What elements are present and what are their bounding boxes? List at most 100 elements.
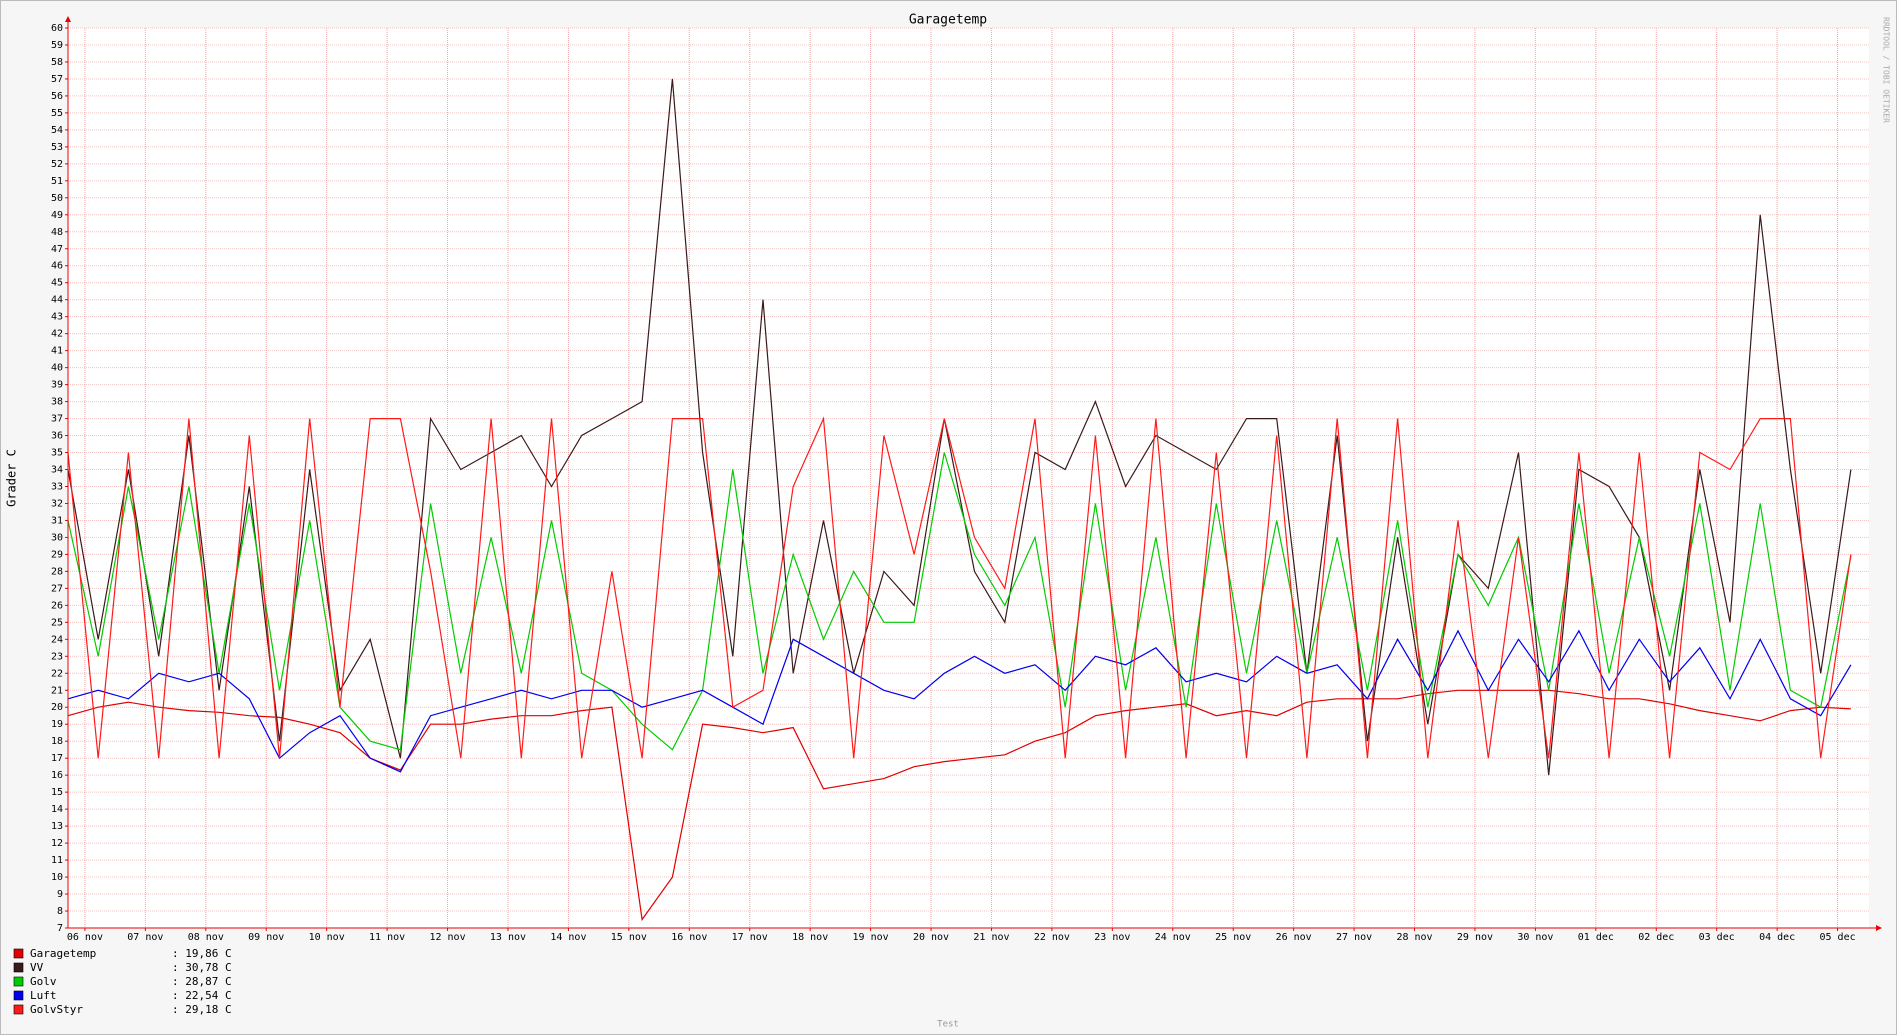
x-tick-label: 13 nov — [490, 932, 526, 943]
y-tick-label: 13 — [51, 821, 63, 832]
y-tick-label: 53 — [51, 142, 63, 153]
x-tick-label: 17 nov — [732, 932, 768, 943]
chart-title: Garagetemp — [909, 13, 987, 28]
y-tick-label: 10 — [51, 872, 63, 883]
x-tick-label: 12 nov — [429, 932, 465, 943]
legend-swatch — [13, 1004, 24, 1015]
x-tick-label: 15 nov — [611, 932, 647, 943]
y-tick-label: 8 — [57, 906, 63, 917]
x-tick-label: 23 nov — [1094, 932, 1130, 943]
y-tick-label: 42 — [51, 329, 63, 340]
legend-value: : 29,18 C — [172, 1003, 232, 1016]
y-tick-label: 57 — [51, 74, 63, 85]
legend-label: Luft — [30, 989, 57, 1002]
y-tick-label: 28 — [51, 566, 63, 577]
lines — [67, 78, 1852, 922]
y-tick-label: 16 — [51, 770, 63, 781]
y-tick-label: 26 — [51, 600, 63, 611]
y-tick-label: 39 — [51, 380, 63, 391]
x-tick-label: 14 nov — [550, 932, 586, 943]
y-tick-label: 25 — [51, 617, 63, 628]
y-tick-label: 35 — [51, 448, 63, 459]
x-tick-label: 16 nov — [671, 932, 707, 943]
y-tick-label: 18 — [51, 736, 63, 747]
y-axis-label: Grader C — [5, 449, 19, 507]
y-tick-label: 41 — [51, 346, 63, 357]
x-tick-label: 06 nov — [67, 932, 103, 943]
legend-swatch — [13, 990, 24, 1001]
y-tick-label: 23 — [51, 651, 63, 662]
x-tick-label: 10 nov — [309, 932, 345, 943]
x-tick-label: 28 nov — [1396, 932, 1432, 943]
legend-value: : 22,54 C — [172, 989, 232, 1002]
y-tick-label: 60 — [51, 23, 63, 34]
y-tick-label: 14 — [51, 804, 63, 815]
series-line — [67, 78, 1852, 776]
x-tick-label: 19 nov — [853, 932, 889, 943]
y-tick-label: 24 — [51, 634, 63, 645]
x-tick-label: 24 nov — [1155, 932, 1191, 943]
y-tick-label: 36 — [51, 431, 63, 442]
y-tick-label: 44 — [51, 295, 63, 306]
y-tick-label: 50 — [51, 193, 63, 204]
y-tick-label: 19 — [51, 719, 63, 730]
footer: Test — [937, 1020, 959, 1030]
x-tick-label: 07 nov — [127, 932, 163, 943]
legend-swatch — [13, 948, 24, 959]
x-tick-label: 26 nov — [1276, 932, 1312, 943]
axis-arrow — [65, 16, 71, 22]
y-tick-label: 32 — [51, 498, 63, 509]
x-tick-label: 08 nov — [188, 932, 224, 943]
x-tick-label: 18 nov — [792, 932, 828, 943]
legend: Garagetemp: 19,86 C VV: 30,78 C Golv: 28,8… — [13, 947, 232, 1016]
series-line — [67, 452, 1852, 751]
legend-swatch — [13, 962, 24, 973]
y-tick-label: 11 — [51, 855, 63, 866]
y-tick-label: 52 — [51, 159, 63, 170]
axis-arrow — [1876, 925, 1882, 931]
watermark: RRDTOOL / TOBI OETIKER — [1882, 17, 1891, 123]
x-tick-label: 01 dec — [1578, 932, 1614, 943]
y-tick-label: 21 — [51, 685, 63, 696]
legend-label: GolvStyr — [30, 1003, 83, 1016]
y-tick-label: 56 — [51, 91, 63, 102]
legend-label: VV — [30, 961, 44, 974]
x-tick-label: 22 nov — [1034, 932, 1070, 943]
y-tick-label: 51 — [51, 176, 63, 187]
legend-label: Garagetemp — [30, 947, 96, 960]
x-tick-label: 11 nov — [369, 932, 405, 943]
y-tick-label: 38 — [51, 397, 63, 408]
series-line — [67, 416, 1852, 759]
y-tick-label: 30 — [51, 532, 63, 543]
plot-area — [68, 28, 1869, 928]
y-tick-label: 15 — [51, 787, 63, 798]
x-tick-label: 20 nov — [913, 932, 949, 943]
y-tick-label: 20 — [51, 702, 63, 713]
legend-label: Golv — [30, 975, 57, 988]
y-tick-label: 22 — [51, 668, 63, 679]
y-tick-label: 46 — [51, 261, 63, 272]
y-tick-label: 17 — [51, 753, 63, 764]
legend-swatch — [13, 976, 24, 987]
x-tick-label: 02 dec — [1638, 932, 1674, 943]
y-tick-label: 40 — [51, 363, 63, 374]
x-tick-label: 04 dec — [1759, 932, 1795, 943]
legend-value: : 19,86 C — [172, 947, 232, 960]
y-tick-label: 48 — [51, 227, 63, 238]
y-tick-label: 45 — [51, 278, 63, 289]
x-tick-label: 05 dec — [1820, 932, 1856, 943]
x-tick-label: 27 nov — [1336, 932, 1372, 943]
y-tick-label: 12 — [51, 838, 63, 849]
y-tick-label: 54 — [51, 125, 63, 136]
y-tick-label: 7 — [57, 923, 63, 934]
x-tick-label: 30 nov — [1517, 932, 1553, 943]
x-tick-label: 21 nov — [973, 932, 1009, 943]
y-tick-label: 47 — [51, 244, 63, 255]
y-tick-label: 55 — [51, 108, 63, 119]
y-tick-label: 37 — [51, 414, 63, 425]
y-tick-label: 43 — [51, 312, 63, 323]
legend-value: : 30,78 C — [172, 961, 232, 974]
y-tick-label: 34 — [51, 465, 63, 476]
x-tick-label: 09 nov — [248, 932, 284, 943]
